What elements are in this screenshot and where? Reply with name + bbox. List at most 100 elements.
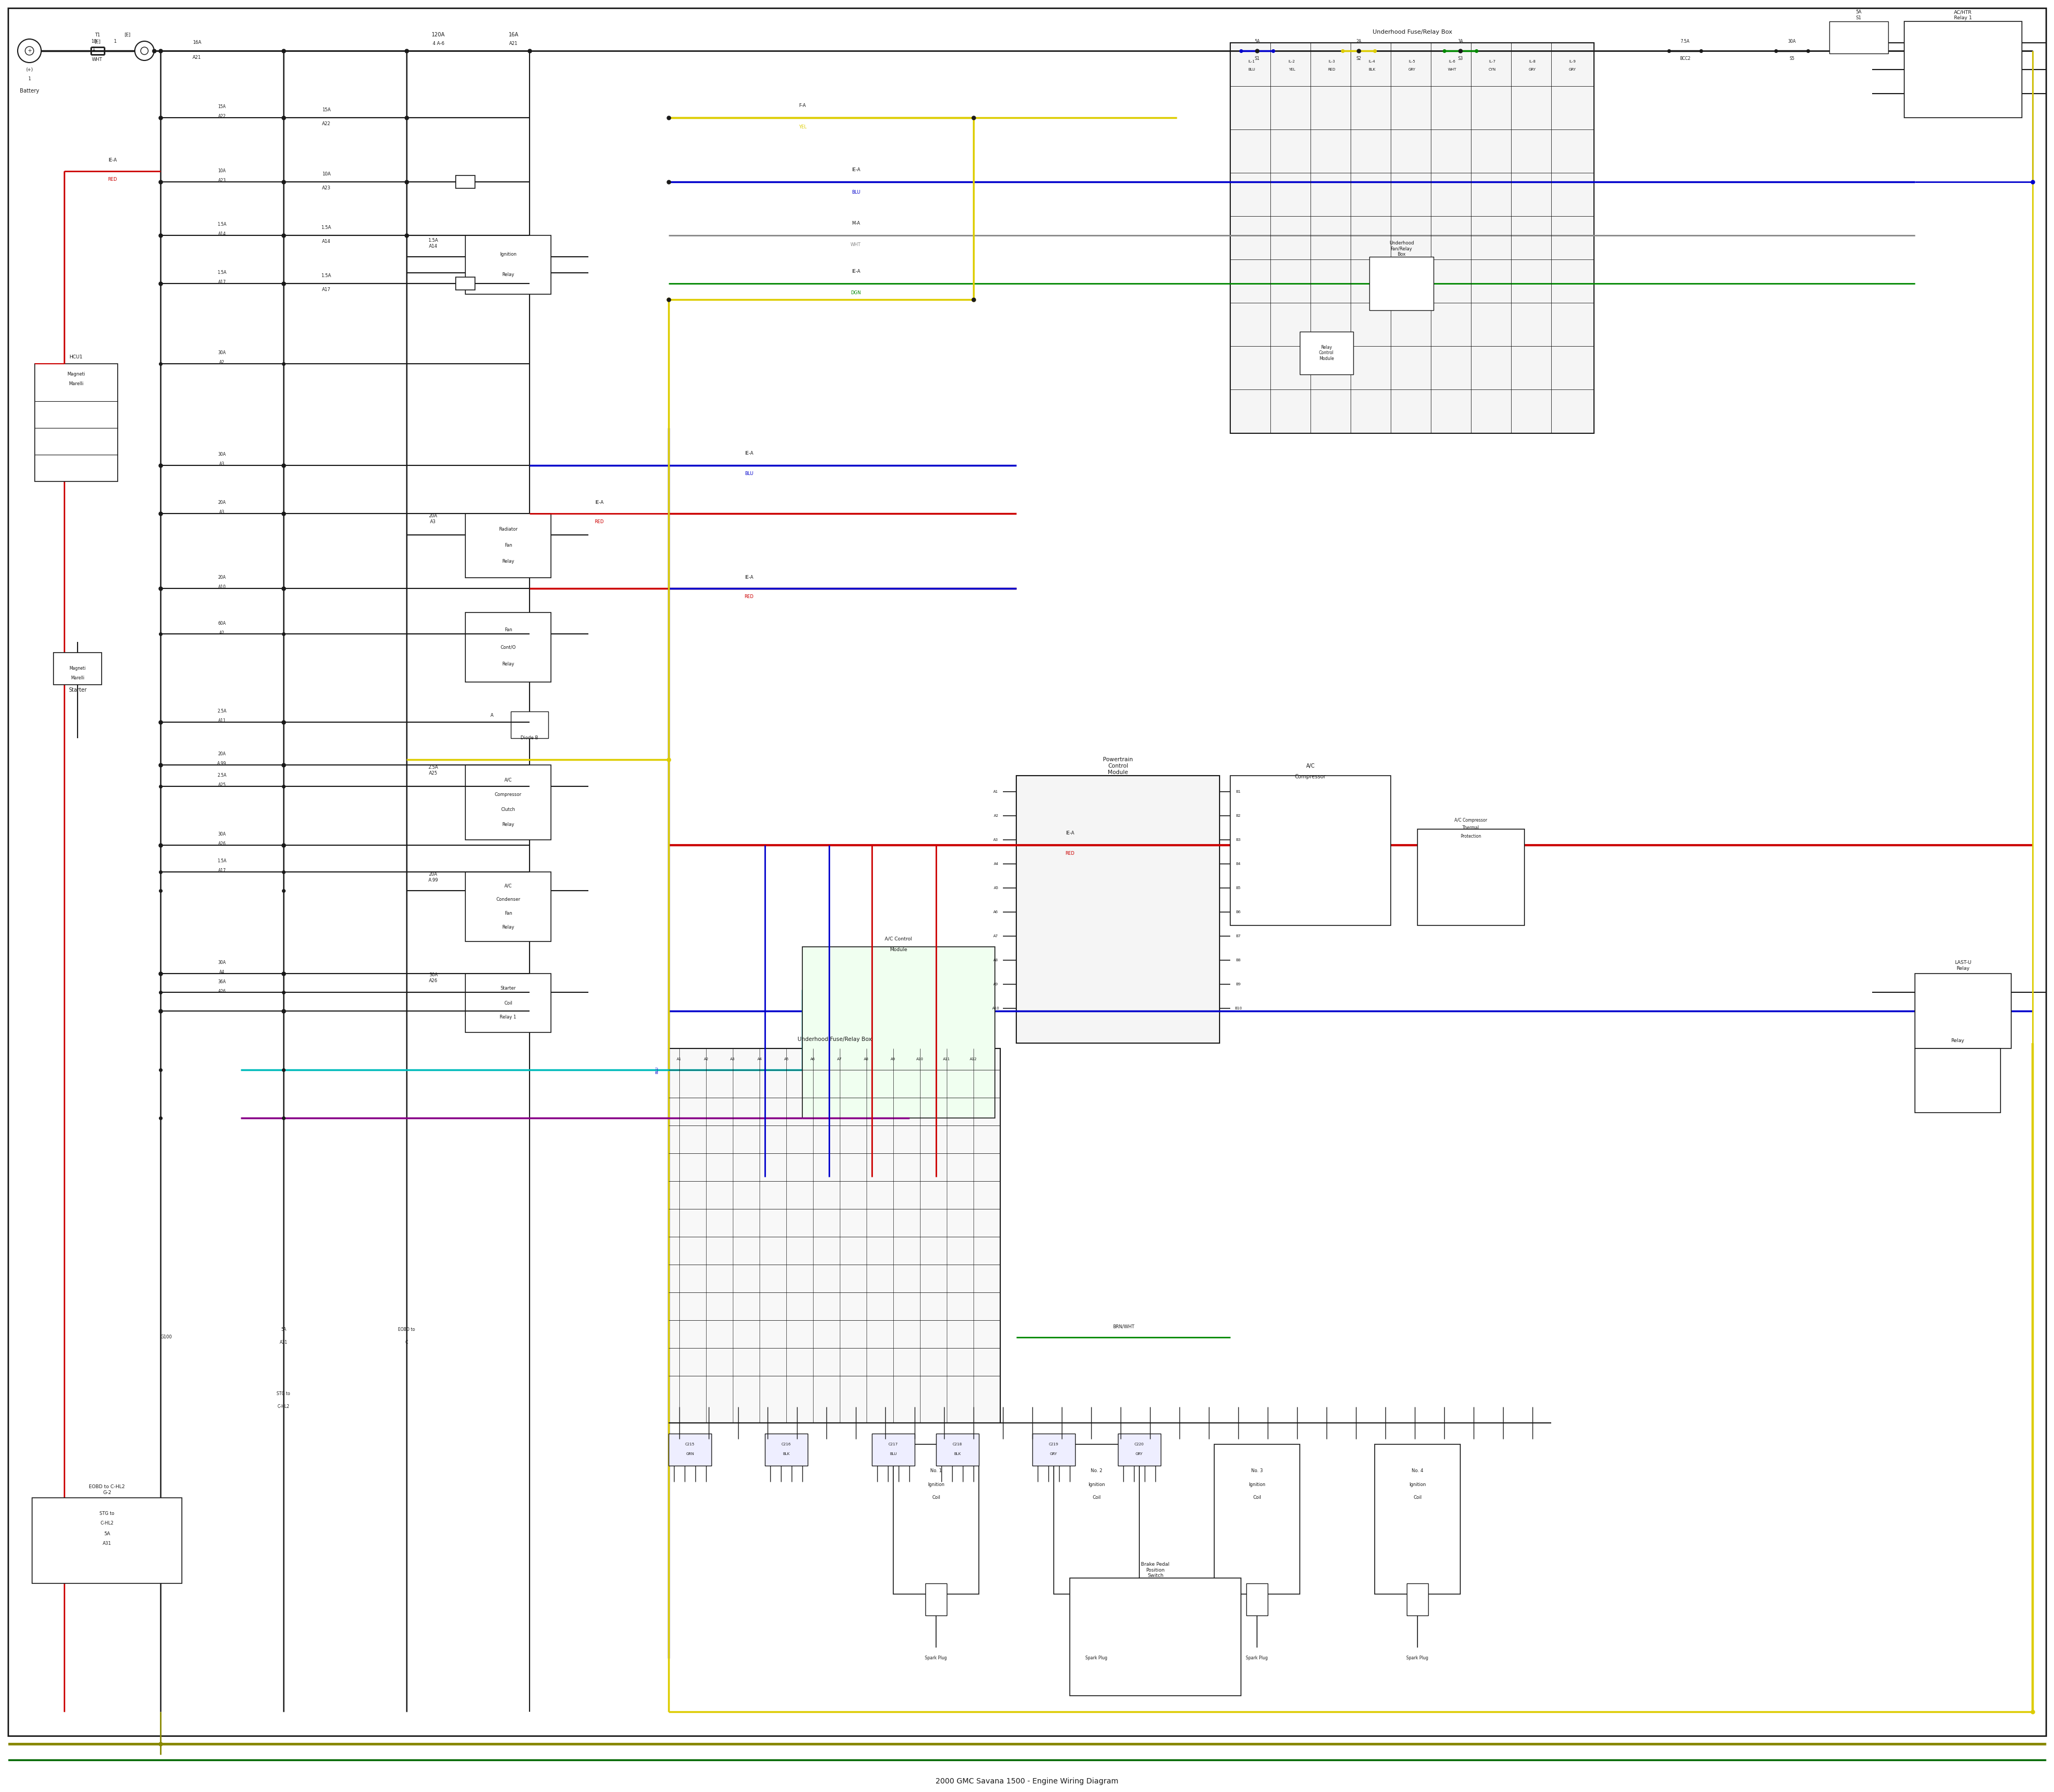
Text: BCC2: BCC2 bbox=[1680, 56, 1690, 61]
Text: Magneti: Magneti bbox=[70, 667, 86, 670]
Bar bbox=[1054, 1444, 1140, 1595]
Text: 2A: 2A bbox=[1356, 39, 1362, 43]
Text: Underhood Fuse/Relay Box: Underhood Fuse/Relay Box bbox=[797, 1038, 871, 1041]
Bar bbox=[1117, 1434, 1161, 1466]
Text: B1: B1 bbox=[1237, 790, 1241, 794]
Text: 2000 GMC Savana 1500 - Engine Wiring Diagram: 2000 GMC Savana 1500 - Engine Wiring Dia… bbox=[935, 1778, 1119, 1785]
Text: BLK: BLK bbox=[953, 1452, 961, 1455]
Text: IE-A: IE-A bbox=[852, 269, 861, 274]
Bar bbox=[1230, 776, 1391, 925]
Text: A2: A2 bbox=[220, 360, 224, 366]
Text: BLU: BLU bbox=[744, 471, 754, 477]
Text: Spark Plug: Spark Plug bbox=[924, 1656, 947, 1661]
Text: Coil: Coil bbox=[1093, 1495, 1101, 1500]
Text: A/C: A/C bbox=[505, 778, 511, 783]
Text: GRY: GRY bbox=[1136, 1452, 1142, 1455]
Text: C-HL2: C-HL2 bbox=[101, 1521, 113, 1525]
Text: 5A: 5A bbox=[105, 1532, 111, 1536]
Text: Ignition: Ignition bbox=[928, 1482, 945, 1487]
Text: 36A: 36A bbox=[218, 978, 226, 984]
Text: GRY: GRY bbox=[1050, 1452, 1058, 1455]
Bar bbox=[456, 176, 474, 188]
Text: A/C: A/C bbox=[1306, 763, 1315, 769]
Bar bbox=[466, 235, 550, 294]
Text: RED: RED bbox=[594, 520, 604, 523]
Text: C216: C216 bbox=[781, 1443, 791, 1446]
Text: C219: C219 bbox=[1050, 1443, 1058, 1446]
Text: A21: A21 bbox=[193, 56, 201, 59]
Text: B8: B8 bbox=[1237, 959, 1241, 962]
Text: Magneti: Magneti bbox=[68, 373, 84, 376]
Text: BLU: BLU bbox=[889, 1452, 898, 1455]
Text: GRY: GRY bbox=[1569, 68, 1575, 72]
Bar bbox=[33, 1498, 183, 1584]
Circle shape bbox=[140, 47, 148, 54]
Text: WHT: WHT bbox=[92, 57, 103, 63]
Text: A3: A3 bbox=[220, 511, 224, 514]
Text: Relay: Relay bbox=[501, 925, 514, 930]
Bar bbox=[1033, 1434, 1074, 1466]
Text: 20A
A.99: 20A A.99 bbox=[427, 873, 438, 882]
Bar bbox=[670, 1434, 711, 1466]
Text: A11: A11 bbox=[218, 719, 226, 724]
Text: IE-A: IE-A bbox=[1066, 831, 1074, 835]
Text: Relay
Control
Module: Relay Control Module bbox=[1319, 346, 1333, 360]
Text: Relay: Relay bbox=[501, 272, 514, 276]
Text: A26: A26 bbox=[218, 989, 226, 993]
Text: BLU: BLU bbox=[1249, 68, 1255, 72]
Text: B10: B10 bbox=[1234, 1007, 1243, 1011]
Text: 30A
A26: 30A A26 bbox=[429, 973, 438, 984]
Text: No. 3: No. 3 bbox=[1251, 1469, 1263, 1473]
Text: Cont/O: Cont/O bbox=[501, 645, 516, 650]
Text: No. 2: No. 2 bbox=[1091, 1469, 1103, 1473]
Text: A7: A7 bbox=[994, 934, 998, 937]
Text: Module: Module bbox=[889, 948, 908, 952]
Text: Starter: Starter bbox=[68, 688, 86, 694]
Text: A4: A4 bbox=[758, 1057, 762, 1061]
Bar bbox=[466, 514, 550, 577]
Text: 30A: 30A bbox=[218, 452, 226, 457]
Text: No. 1: No. 1 bbox=[930, 1469, 943, 1473]
Text: Spark Plug: Spark Plug bbox=[1085, 1656, 1107, 1661]
Text: B5: B5 bbox=[1237, 887, 1241, 889]
Text: CYN: CYN bbox=[1489, 68, 1495, 72]
Text: A/C Control: A/C Control bbox=[885, 937, 912, 941]
Text: YEL: YEL bbox=[1288, 68, 1296, 72]
Text: C215: C215 bbox=[686, 1443, 694, 1446]
Text: A8: A8 bbox=[994, 959, 998, 962]
Text: C220: C220 bbox=[1134, 1443, 1144, 1446]
Text: Underhood
Fan/Relay
Box: Underhood Fan/Relay Box bbox=[1389, 240, 1413, 256]
Text: LAST-U
Relay: LAST-U Relay bbox=[1955, 961, 1972, 971]
Text: 20A: 20A bbox=[218, 500, 226, 505]
Text: 2.5A: 2.5A bbox=[218, 772, 226, 778]
Text: [E]: [E] bbox=[94, 39, 101, 45]
Text: B6: B6 bbox=[1237, 910, 1241, 914]
Text: C218: C218 bbox=[953, 1443, 963, 1446]
Text: 1.5A
A14: 1.5A A14 bbox=[427, 238, 438, 249]
Text: Relay: Relay bbox=[501, 559, 514, 564]
Text: IE-A: IE-A bbox=[852, 168, 861, 172]
Text: 15A: 15A bbox=[322, 108, 331, 113]
Text: A12: A12 bbox=[969, 1057, 978, 1061]
Circle shape bbox=[18, 39, 41, 63]
Text: A26: A26 bbox=[218, 842, 226, 846]
Text: 5A
S1: 5A S1 bbox=[1857, 9, 1861, 20]
Text: [E]: [E] bbox=[123, 32, 131, 38]
Text: A1: A1 bbox=[994, 790, 998, 794]
Text: 4 A-6: 4 A-6 bbox=[433, 41, 444, 47]
Text: Battery: Battery bbox=[21, 88, 39, 93]
Text: BRN/WHT: BRN/WHT bbox=[1113, 1324, 1134, 1330]
Bar bbox=[511, 711, 548, 738]
Text: Marelli: Marelli bbox=[68, 382, 84, 387]
Text: RED: RED bbox=[1329, 68, 1335, 72]
Text: T1: T1 bbox=[94, 32, 101, 38]
Text: A5: A5 bbox=[994, 887, 998, 889]
Text: C-HL2: C-HL2 bbox=[277, 1405, 290, 1409]
Text: EOBD to C-HL2
G-2: EOBD to C-HL2 G-2 bbox=[88, 1484, 125, 1495]
Text: 10: 10 bbox=[90, 39, 97, 45]
Text: 60A: 60A bbox=[218, 620, 226, 625]
Text: Diode B: Diode B bbox=[520, 737, 538, 740]
Text: A9: A9 bbox=[994, 982, 998, 986]
Text: STG to: STG to bbox=[277, 1391, 290, 1396]
Text: EOBD to: EOBD to bbox=[398, 1326, 415, 1331]
